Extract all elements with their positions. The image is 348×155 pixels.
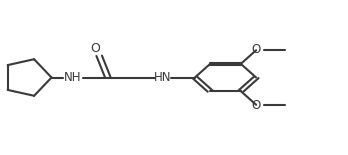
Text: NH: NH [64,71,82,84]
Text: O: O [90,42,100,55]
Text: O: O [252,99,261,112]
Text: O: O [252,43,261,56]
Text: HN: HN [154,71,172,84]
